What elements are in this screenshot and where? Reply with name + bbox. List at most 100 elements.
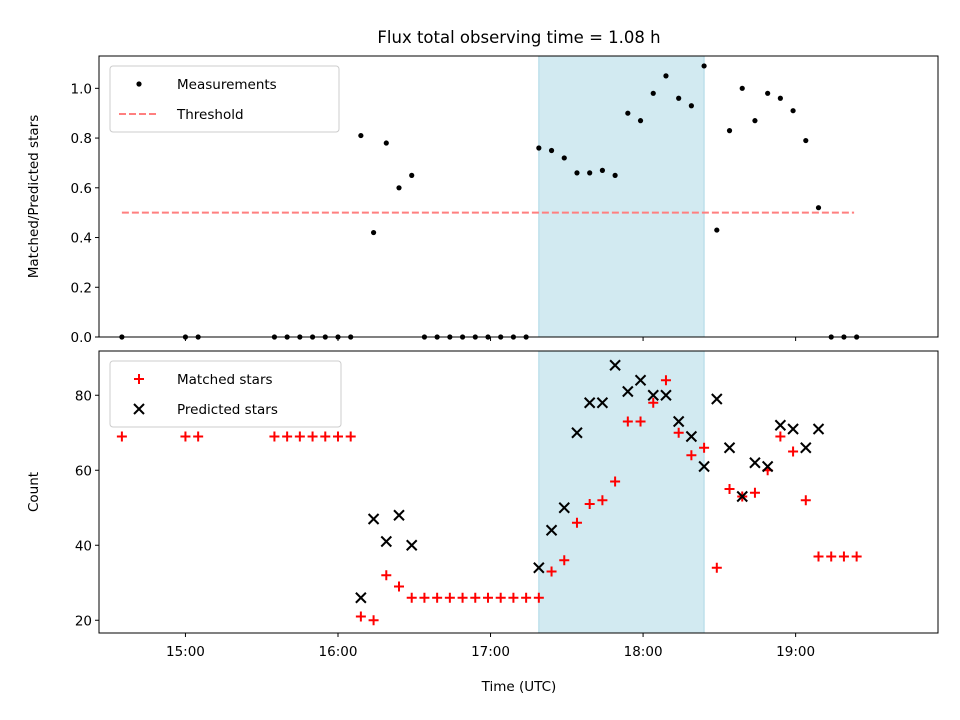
- y-tick-label: 0.0: [71, 330, 92, 346]
- predicted-stars-point: [380, 535, 393, 548]
- predicted-stars-point: [571, 427, 583, 439]
- predicted-stars-point: [698, 460, 710, 473]
- matched-stars-point: [470, 592, 481, 603]
- matched-stars-point: [673, 427, 684, 438]
- matched-stars-point: [345, 431, 356, 442]
- predicted-stars-point: [596, 397, 609, 409]
- measurement-point: [625, 110, 631, 116]
- matched-stars-point: [332, 431, 343, 442]
- measurement-point: [663, 73, 669, 79]
- predicted-stars-point: [685, 430, 698, 443]
- matched-stars-point: [610, 476, 621, 487]
- matched-stars-point: [622, 416, 633, 427]
- y-tick-label: 60: [75, 463, 92, 479]
- y-tick-label: 1.0: [71, 81, 92, 97]
- axes-frame: [98, 55, 939, 338]
- y-tick-label: 0.2: [71, 280, 92, 296]
- x-axis-label: Time (UTC): [481, 679, 557, 695]
- predicted-stars-point: [800, 442, 812, 454]
- legend-label: Predicted stars: [177, 402, 278, 418]
- legend-predicted-icon: [133, 403, 145, 415]
- observing-span: [538, 350, 705, 634]
- matched-stars-point: [851, 551, 862, 562]
- predicted-stars-point: [736, 490, 748, 503]
- x-tick-label: 16:00: [319, 644, 358, 660]
- matched-stars-point: [269, 431, 280, 442]
- measurement-point: [536, 145, 542, 151]
- matched-stars-point: [533, 592, 544, 603]
- legend: Matched stars Predicted stars: [109, 360, 342, 428]
- y-axis-label: Matched/Predicted stars: [26, 115, 42, 278]
- matched-stars-point: [775, 431, 786, 442]
- predicted-stars-point: [774, 419, 787, 431]
- predicted-stars-point: [787, 423, 799, 435]
- matched-stars-point: [686, 450, 697, 461]
- measurement-point: [587, 170, 593, 176]
- matched-stars-point: [444, 592, 455, 603]
- predicted-stars-point: [622, 385, 634, 398]
- matched-stars-point: [597, 495, 608, 506]
- predicted-stars-point: [711, 393, 723, 405]
- measurement-point: [650, 90, 656, 96]
- measurement-point: [396, 185, 402, 191]
- predicted-stars-point: [406, 539, 418, 551]
- matched-stars-point: [508, 592, 519, 603]
- matched-stars-point: [368, 615, 379, 626]
- count-axes: 20 40 60 80 15:00 16:00 17:00 18:00 19:00 Count Ma…: [26, 350, 939, 660]
- ratio-axes: 0.0 0.2 0.4 0.6 0.8 1.0 Matched/Predicted star…: [26, 55, 939, 346]
- measurement-point: [599, 167, 606, 173]
- predicted-stars-point: [761, 460, 774, 473]
- matched-stars-point: [282, 431, 293, 442]
- y-tick-label: 40: [75, 538, 92, 554]
- matched-stars-point: [457, 592, 468, 603]
- matched-stars-point: [788, 446, 799, 457]
- matched-stars-point: [482, 592, 493, 603]
- matched-stars-point: [826, 551, 837, 562]
- matched-stars-point: [419, 592, 430, 603]
- measurement-point: [726, 128, 733, 134]
- measurement-point: [815, 205, 822, 211]
- legend: Measurements Threshold: [109, 65, 340, 133]
- matched-stars-point: [355, 611, 366, 622]
- measurement-point: [409, 172, 415, 178]
- predicted-stars-point: [583, 397, 596, 409]
- matched-stars-point: [749, 487, 760, 498]
- matched-stars-point: [180, 431, 191, 442]
- predicted-stars-point: [367, 513, 380, 525]
- x-tick-label: 18:00: [624, 644, 663, 660]
- matched-stars-point: [381, 570, 392, 581]
- x-tick-label: 19:00: [776, 644, 815, 660]
- x-tick-label: 17:00: [471, 644, 510, 660]
- measurement-point: [561, 155, 567, 161]
- predicted-stars-point: [634, 374, 647, 386]
- legend-label: Measurements: [177, 77, 277, 93]
- predicted-stars-point: [545, 524, 558, 536]
- matched-stars-point: [584, 499, 595, 509]
- matched-stars-point: [546, 566, 557, 577]
- matched-stars-point: [193, 431, 204, 442]
- matched-stars-point: [800, 495, 811, 506]
- measurement-point: [676, 95, 682, 101]
- matched-stars-point: [521, 592, 532, 603]
- measurement-point: [714, 227, 720, 233]
- measurement-point: [548, 147, 555, 154]
- matched-stars-point: [559, 555, 570, 566]
- measurement-point: [358, 132, 364, 139]
- matched-stars-point: [307, 431, 318, 442]
- measurement-point: [803, 137, 809, 144]
- measurement-point: [574, 170, 580, 176]
- legend-measurements-icon: [136, 81, 142, 87]
- y-tick-label: 0.6: [71, 181, 92, 197]
- observing-span: [538, 55, 705, 338]
- matched-stars-point: [116, 431, 127, 442]
- matched-stars-point: [495, 592, 506, 603]
- measurement-point: [688, 103, 694, 109]
- matched-stars-point: [635, 416, 646, 427]
- matched-stars-point: [648, 397, 659, 408]
- matched-stars-point: [320, 431, 331, 442]
- measurement-point: [752, 118, 758, 124]
- matched-stars-point: [394, 581, 405, 592]
- matched-stars-point: [838, 551, 849, 562]
- predicted-stars-point: [749, 457, 761, 469]
- y-tick-label: 80: [75, 388, 92, 404]
